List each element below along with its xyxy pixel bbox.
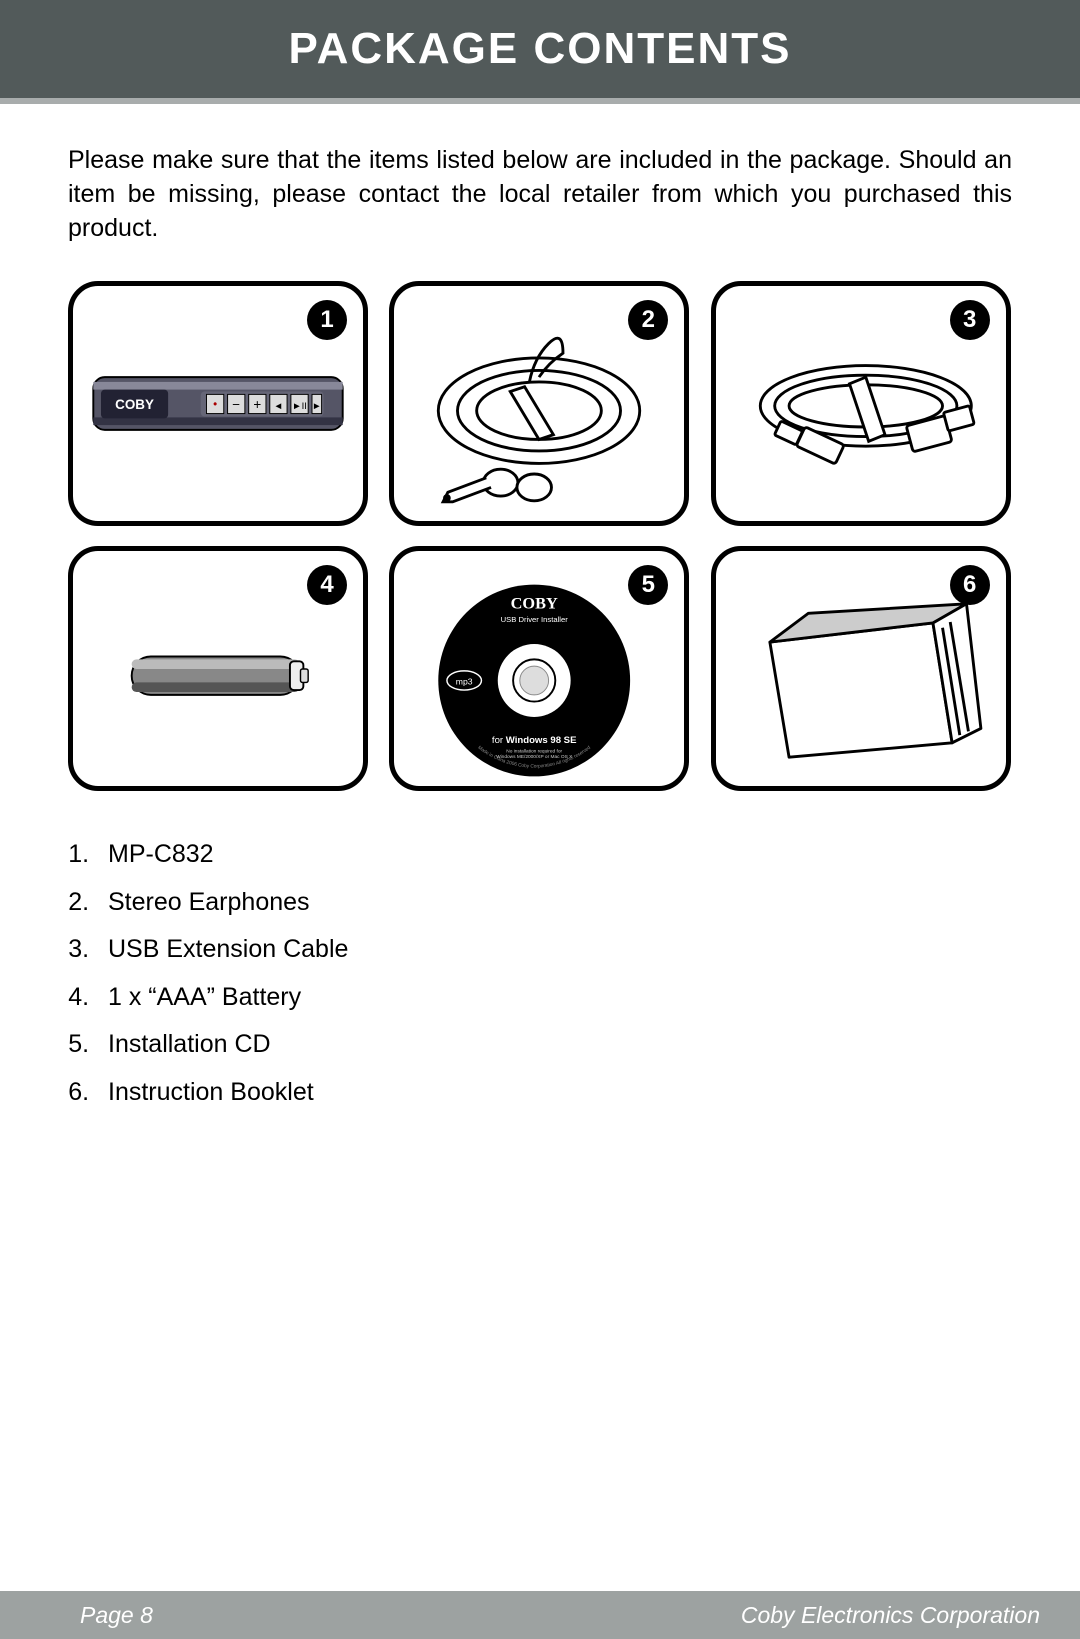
page-title: PACKAGE CONTENTS — [289, 24, 792, 74]
list-item: Installation CD — [96, 1021, 1012, 1069]
tile-cd: 5 COBY USB Driver Installer mp3 for Wind… — [389, 546, 689, 791]
footer-bar: Page 8 Coby Electronics Corporation — [0, 1591, 1080, 1639]
svg-text:USB Driver Installer: USB Driver Installer — [501, 615, 569, 624]
contents-list: MP-C832 Stereo Earphones USB Extension C… — [68, 831, 1012, 1116]
company-name: Coby Electronics Corporation — [741, 1602, 1080, 1629]
list-item: USB Extension Cable — [96, 926, 1012, 974]
svg-text:►: ► — [312, 401, 321, 412]
svg-text:COBY: COBY — [511, 594, 558, 613]
header-bar: PACKAGE CONTENTS — [0, 0, 1080, 104]
svg-text:Windows ME/2000/XP or Mac OS X: Windows ME/2000/XP or Mac OS X — [496, 754, 573, 760]
page-number: Page 8 — [0, 1602, 741, 1629]
svg-text:for Windows 98 SE: for Windows 98 SE — [492, 735, 577, 746]
intro-paragraph: Please make sure that the items listed b… — [68, 144, 1012, 245]
tile-earphones: 2 — [389, 281, 689, 526]
cd-icon: COBY USB Driver Installer mp3 for Window… — [394, 551, 684, 786]
list-item: MP-C832 — [96, 831, 1012, 879]
svg-text:−: − — [232, 397, 240, 412]
tile-usb-cable: 3 — [711, 281, 1011, 526]
package-grid: 1 COBY • − + ◄ ► — [68, 281, 1012, 791]
content-area: Please make sure that the items listed b… — [0, 104, 1080, 1116]
svg-text:◄: ◄ — [274, 401, 283, 412]
list-item: Instruction Booklet — [96, 1069, 1012, 1117]
list-item: 1 x “AAA” Battery — [96, 974, 1012, 1022]
tile-battery: 4 — [68, 546, 368, 791]
tile-mp3-player: 1 COBY • − + ◄ ► — [68, 281, 368, 526]
svg-text:mp3: mp3 — [456, 677, 473, 687]
booklet-icon — [716, 551, 1006, 786]
tile-booklet: 6 — [711, 546, 1011, 791]
svg-text:COBY: COBY — [115, 397, 154, 412]
earphones-icon — [394, 286, 684, 521]
battery-icon — [73, 551, 363, 786]
usb-cable-icon — [716, 286, 1006, 521]
svg-text:No installation required for: No installation required for — [507, 749, 563, 755]
list-item: Stereo Earphones — [96, 879, 1012, 927]
svg-text:+: + — [253, 397, 261, 412]
svg-text:►II: ►II — [292, 401, 307, 412]
svg-text:•: • — [213, 399, 217, 411]
mp3-player-icon: COBY • − + ◄ ►II ► — [73, 286, 363, 521]
